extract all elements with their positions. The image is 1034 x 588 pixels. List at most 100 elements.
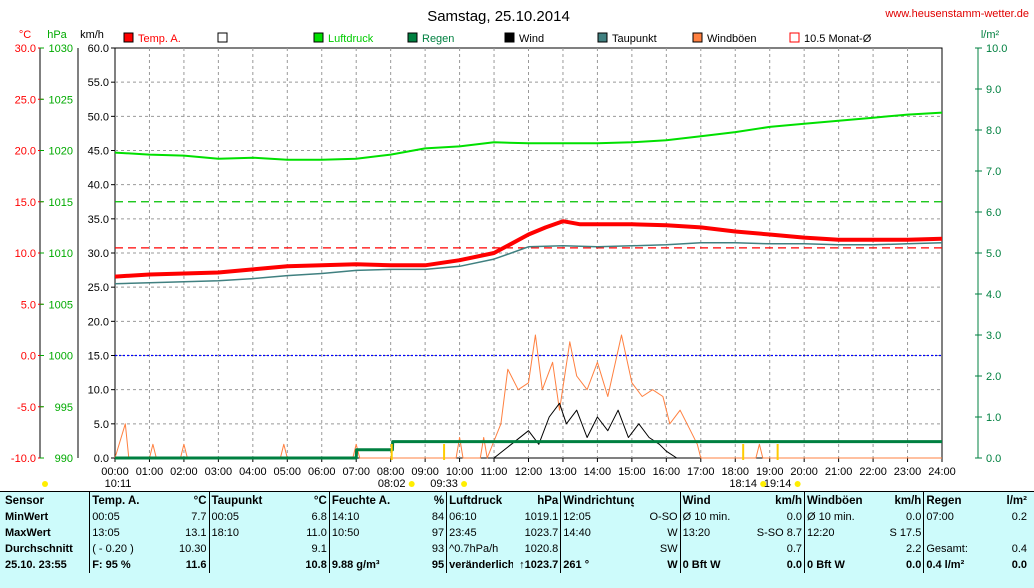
x-tick-label: 10:00 — [446, 466, 474, 478]
x-tick-label: 00:00 — [101, 466, 129, 478]
stats-cell: 0.2 — [1011, 511, 1027, 523]
stats-cell: 23:45 — [446, 525, 513, 541]
rain-tick-label: 6.0 — [986, 207, 1001, 219]
x-tick-label: 17:00 — [687, 466, 715, 478]
stats-cell: 0.0 — [786, 559, 803, 571]
stats-cell: 0.0 — [906, 559, 922, 571]
temp-tick-label: -10.0 — [11, 453, 36, 465]
stats-cell: 9.88 g/m³ — [328, 557, 391, 573]
stats-cell: Luftdruck — [446, 492, 513, 509]
wind-tick-label: 55.0 — [88, 77, 109, 89]
stats-row: Durchschnitt ( - 0.20 ) 10.30 9.1 93 ^0.7hPa/… — [3, 541, 1029, 557]
wind-tick-label: 60.0 — [88, 43, 109, 55]
wind-unit-label: km/h — [80, 29, 104, 41]
x-tick-label: 19:00 — [756, 466, 784, 478]
stats-cell: 93 — [431, 543, 445, 555]
x-tick-label: 07:00 — [342, 466, 370, 478]
stats-cell: 0.7 — [786, 543, 803, 555]
stats-cell: O-SO — [649, 511, 678, 523]
event-label: 08:02 — [378, 478, 406, 490]
stats-row: MaxWert 13:05 13.1 18:10 11.0 10:50 97 23:45 102… — [3, 525, 1029, 541]
legend-label: Temp. A. — [138, 33, 181, 45]
sun-icon — [42, 481, 48, 487]
rain-tick-label: 9.0 — [986, 84, 1001, 96]
sun-icon — [408, 481, 415, 487]
legend-swatch — [504, 32, 515, 43]
stats-cell: 13:05 — [89, 525, 151, 541]
chart-title: Samstag, 25.10.2014 — [427, 8, 570, 25]
stats-cell: Gesamt: — [923, 541, 986, 557]
stats-cell: MinWert — [5, 511, 49, 523]
stats-cell: 84 — [431, 511, 445, 523]
stats-cell: 12:05 — [560, 509, 635, 525]
press-tick-label: 1010 — [49, 248, 73, 260]
stats-cell: 0.4 — [1011, 543, 1027, 555]
stats-cell — [328, 541, 391, 557]
stats-cell: S-SO 8.7 — [756, 527, 803, 539]
legend-swatch — [692, 32, 703, 43]
stats-cell: 10.8 — [305, 559, 327, 571]
stats-cell: Sensor — [5, 494, 44, 507]
press-tick-label: 990 — [55, 453, 73, 465]
stats-cell: km/h — [894, 494, 922, 507]
stats-cell: Taupunkt — [208, 492, 271, 509]
stats-panel: Sensor Temp. A. °C Taupunkt °C Feuchte A.% Luf… — [0, 491, 1034, 588]
stats-row: Sensor Temp. A. °C Taupunkt °C Feuchte A.% Luf… — [3, 492, 1029, 509]
stats-cell: °C — [193, 494, 207, 507]
stats-table: Sensor Temp. A. °C Taupunkt °C Feuchte A.% Luf… — [3, 492, 1029, 573]
sun-icon — [760, 481, 767, 487]
stats-cell: 18:10 — [208, 525, 271, 541]
series-line-luftdruck — [114, 111, 943, 161]
stats-cell: 00:05 — [89, 509, 151, 525]
x-tick-label: 23:00 — [894, 466, 922, 478]
x-tick-label: 02:00 — [170, 466, 198, 478]
stats-cell — [634, 492, 680, 509]
rain-tick-label: 4.0 — [986, 289, 1001, 301]
stats-cell: ^0.7hPa/h — [446, 541, 513, 557]
temp-tick-label: 20.0 — [15, 146, 36, 158]
temp-tick-label: 10.0 — [15, 248, 36, 260]
stats-cell: Feuchte A. — [328, 492, 391, 509]
stats-cell: 0.4 l/m² — [923, 557, 986, 573]
stats-cell: 1023.7 — [524, 527, 559, 539]
temp-tick-label: -5.0 — [17, 402, 36, 414]
rain-tick-label: 8.0 — [986, 125, 1001, 137]
temp-tick-label: 25.0 — [15, 94, 36, 106]
stats-cell: 11.0 — [306, 527, 327, 539]
stats-cell: 0 Bft W — [804, 557, 871, 573]
stats-cell: 1019.1 — [524, 511, 559, 523]
wind-tick-label: 30.0 — [88, 248, 109, 260]
legend-swatch — [217, 32, 228, 43]
x-tick-label: 08:00 — [377, 466, 405, 478]
stats-cell: SW — [659, 543, 678, 555]
x-tick-label: 11:00 — [481, 466, 508, 478]
stats-cell: % — [433, 494, 445, 507]
press-tick-label: 1015 — [49, 197, 73, 209]
stats-cell: Regen — [923, 492, 986, 509]
stats-cell: 25.10. 23:55 — [5, 559, 67, 571]
series-line-taupunkt — [114, 242, 943, 285]
site-url: www.heusenstamm-wetter.de — [884, 8, 1029, 20]
rain-tick-label: 1.0 — [986, 412, 1001, 424]
rain-tick-label: 2.0 — [986, 371, 1001, 383]
event-label: 09:33 — [430, 478, 458, 490]
stats-cell: hPa — [537, 494, 559, 507]
series-line-regen — [115, 440, 942, 460]
legend-swatch — [407, 32, 418, 43]
wind-tick-label: 25.0 — [88, 282, 109, 294]
wind-tick-label: 15.0 — [88, 351, 109, 363]
wind-tick-label: 20.0 — [88, 316, 109, 328]
stats-row: MinWert 00:05 7.7 00:05 6.8 14:10 84 06:10 1019.… — [3, 509, 1029, 525]
stats-cell: 10.30 — [178, 543, 207, 555]
legend-label: 10.5 Monat-Ø — [804, 33, 872, 45]
stats-cell — [560, 541, 635, 557]
stats-cell: 11.6 — [185, 559, 207, 571]
wind-tick-label: 45.0 — [88, 146, 109, 158]
stats-cell: 97 — [431, 527, 445, 539]
stats-cell: S 17.5 — [889, 527, 922, 539]
x-tick-label: 04:00 — [239, 466, 267, 478]
stats-cell: 07:00 — [923, 509, 986, 525]
stats-cell: veränderlich — [446, 557, 513, 573]
stats-cell: MaxWert — [5, 527, 51, 539]
